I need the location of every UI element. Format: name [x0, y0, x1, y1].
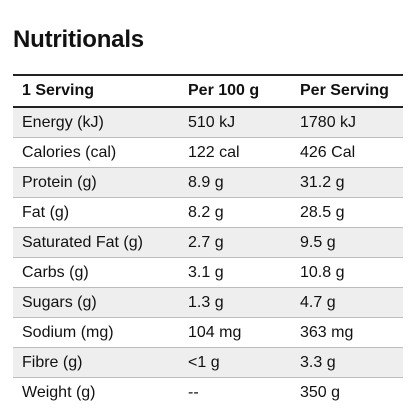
row-label: Protein (g): [22, 174, 97, 191]
per-serving-value: 9.5 g: [300, 234, 336, 251]
row-label: Weight (g): [22, 384, 96, 401]
row-label: Carbs (g): [22, 264, 89, 281]
table-row: Carbs (g) 3.1 g 10.8 g: [13, 258, 403, 288]
column-header-per-100g: Per 100 g: [188, 82, 260, 99]
per-100g-value: 8.9 g: [188, 174, 224, 191]
row-label: Sugars (g): [22, 294, 97, 311]
per-100g-value: 1.3 g: [188, 294, 224, 311]
per-serving-value: 1780 kJ: [300, 114, 357, 131]
table-row: Saturated Fat (g) 2.7 g 9.5 g: [13, 228, 403, 258]
row-label: Calories (cal): [22, 144, 117, 161]
per-serving-value: 28.5 g: [300, 204, 345, 221]
per-100g-value: 104 mg: [188, 324, 242, 341]
per-100g-value: --: [188, 384, 199, 401]
per-serving-value: 363 mg: [300, 324, 354, 341]
per-serving-value: 31.2 g: [300, 174, 345, 191]
table-row: Sugars (g) 1.3 g 4.7 g: [13, 288, 403, 318]
table-row: Weight (g) -- 350 g: [13, 378, 403, 407]
per-100g-value: 510 kJ: [188, 114, 236, 131]
row-label: Energy (kJ): [22, 114, 104, 131]
per-100g-value: 122 cal: [188, 144, 240, 161]
nutrition-table: 1 Serving Per 100 g Per Serving Energy (…: [13, 74, 403, 407]
per-serving-value: 4.7 g: [300, 294, 336, 311]
per-serving-value: 350 g: [300, 384, 341, 401]
table-row: Calories (cal) 122 cal 426 Cal: [13, 138, 403, 168]
table-row: Fibre (g) <1 g 3.3 g: [13, 348, 403, 378]
row-label: Fat (g): [22, 204, 70, 221]
table-row: Sodium (mg) 104 mg 363 mg: [13, 318, 403, 348]
per-serving-value: 3.3 g: [300, 354, 336, 371]
table-row: Energy (kJ) 510 kJ 1780 kJ: [13, 108, 403, 138]
table-header-row: 1 Serving Per 100 g Per Serving: [13, 76, 403, 108]
per-100g-value: 2.7 g: [188, 234, 224, 251]
page-title: Nutritionals: [13, 26, 144, 53]
per-serving-value: 10.8 g: [300, 264, 345, 281]
row-label: Saturated Fat (g): [22, 234, 143, 251]
column-header-serving: 1 Serving: [22, 82, 95, 99]
column-header-per-serving: Per Serving: [300, 82, 389, 99]
per-100g-value: <1 g: [188, 354, 220, 371]
per-100g-value: 8.2 g: [188, 204, 224, 221]
table-row: Fat (g) 8.2 g 28.5 g: [13, 198, 403, 228]
table-row: Protein (g) 8.9 g 31.2 g: [13, 168, 403, 198]
row-label: Fibre (g): [22, 354, 83, 371]
per-serving-value: 426 Cal: [300, 144, 356, 161]
row-label: Sodium (mg): [22, 324, 114, 341]
per-100g-value: 3.1 g: [188, 264, 224, 281]
